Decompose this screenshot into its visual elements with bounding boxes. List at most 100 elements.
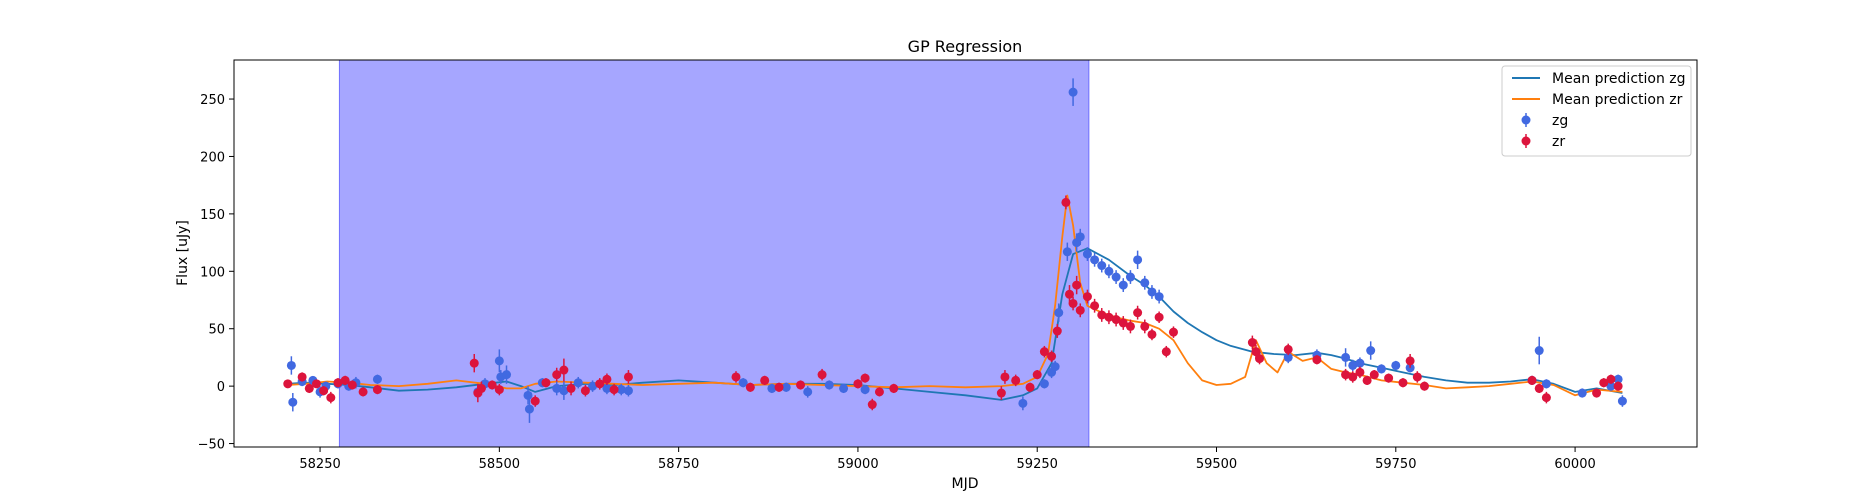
zr-data-point [1355,366,1365,379]
zg-marker [1062,247,1072,257]
zr-data-point [1541,391,1551,404]
zg-marker [738,378,748,388]
zr-data-point [1125,319,1135,334]
x-axis-ticks: 58250 58500 58750 59000 59250 59500 59750 60000 [299,447,1596,472]
zr-marker [996,388,1006,398]
zr-data-point [996,386,1006,400]
legend-zr-marker [1521,136,1531,146]
zr-data-point [623,370,633,384]
zr-data-point [1032,370,1042,380]
zg-marker [1613,374,1623,384]
zg-data-point [1133,250,1143,270]
x-tick-label: 59250 [1017,457,1058,472]
x-tick-label: 58250 [299,457,340,472]
zr-marker [1061,197,1071,207]
legend-box [1501,65,1692,157]
zg-marker [1154,292,1164,302]
zg-marker [372,374,382,384]
zr-data-point [552,367,562,382]
y-tick-label: 250 [200,93,225,108]
zr-marker [1362,375,1372,385]
zg-marker [1097,261,1107,271]
zg-data-point [494,349,504,373]
zr-data-point [326,391,336,404]
zr-data-point [1592,388,1602,398]
zg-data-point [288,393,298,412]
zg-marker [552,383,562,393]
zr-marker [304,383,314,393]
zg-data-point [1348,359,1358,372]
zr-data-point [745,382,755,392]
zr-marker [1161,347,1171,357]
zg-marker [1125,272,1135,282]
zg-data-point [1075,228,1085,245]
zr-data-point [1075,303,1085,318]
zr-marker [1000,372,1010,382]
zr-marker [1140,321,1150,331]
zg-data-point [1366,341,1376,360]
zg-data-point [839,383,849,394]
zr-marker [1312,355,1322,365]
zg-data-point [1068,78,1078,106]
zg-marker [1050,362,1060,372]
zr-marker [487,380,497,390]
zr-data-point [559,358,569,382]
zg-data-point [1341,348,1351,367]
zr-marker [541,378,551,388]
zg-data-point [573,376,583,389]
zr-marker [1247,337,1257,347]
zr-marker [1592,388,1602,398]
zg-marker [1376,364,1386,374]
zg-data-point [781,382,791,392]
zr-data-point [874,387,884,397]
zg-data-point [1111,270,1121,284]
zg-marker [824,380,834,390]
zg-marker [1283,352,1293,362]
zr-data-point [1104,310,1114,325]
zg-marker [286,360,296,370]
zg-data-point [1090,252,1100,267]
zg-marker [767,383,777,393]
zr-data-point [487,380,497,390]
zg-marker [1606,381,1616,391]
zr-data-point [1369,370,1379,380]
zr-marker [1613,381,1623,391]
zg-data-point [1147,285,1157,299]
zr-data-point [867,398,877,411]
zg-marker [1355,358,1365,368]
zg-data-point [1541,379,1551,389]
zr-marker [1541,393,1551,403]
zr-data-point [304,383,314,394]
zr-data-point [1068,296,1078,311]
zr-data-point [1405,353,1415,368]
zr-marker [853,379,863,389]
zg-data-point [767,383,777,394]
zr-marker [326,393,336,403]
zr-marker [1052,326,1062,336]
zg-marker [860,385,870,395]
zr-data-point [580,384,590,397]
zr-marker [745,382,755,392]
zg-marker [573,378,583,388]
zr-data-point [853,379,863,389]
zr-marker [1154,312,1164,322]
zg-marker [1391,360,1401,370]
zr-marker [1047,351,1057,361]
zr-data-point [860,373,870,383]
zr-data-point [1255,352,1265,365]
zg-marker [1541,379,1551,389]
zr-marker [469,358,479,368]
zg-marker [803,387,813,397]
zg-marker [1111,272,1121,282]
x-tick-label: 59500 [1196,457,1237,472]
zg-data-point [588,380,598,392]
zr-marker [1118,318,1128,328]
zr-data-point [1025,382,1035,392]
zg-data-point [502,365,512,384]
zg-data-point [1617,395,1627,407]
zr-data-point [1039,345,1049,358]
legend-label-zr: zr [1552,134,1565,150]
zr-marker [860,373,870,383]
zr-marker [1111,315,1121,325]
zr-marker [340,375,350,385]
